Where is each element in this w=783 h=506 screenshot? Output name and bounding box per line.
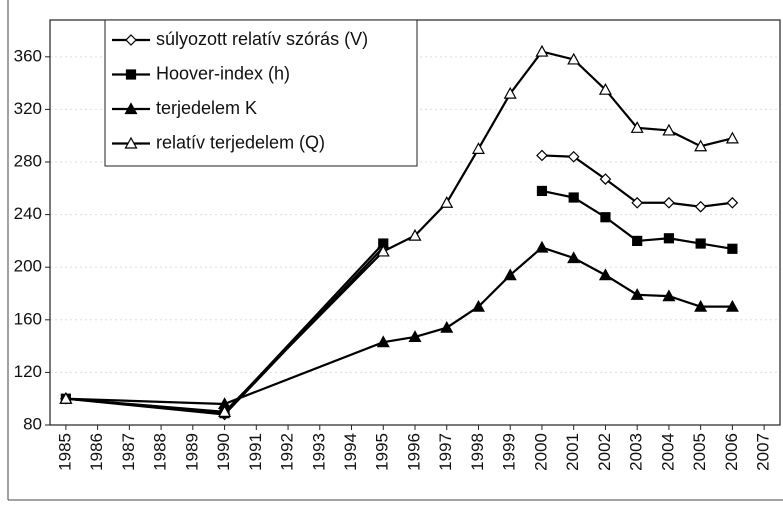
marker — [376, 335, 390, 348]
marker — [408, 330, 422, 342]
marker — [535, 44, 549, 57]
marker — [630, 121, 644, 133]
marker — [694, 299, 708, 312]
x-tick-label: 1986 — [87, 433, 106, 471]
marker — [630, 288, 644, 300]
marker — [536, 149, 548, 162]
marker — [631, 196, 644, 209]
x-tick-label: 2005 — [690, 433, 709, 471]
marker — [567, 52, 581, 65]
series-line — [65, 246, 733, 406]
x-tick-label: 1989 — [182, 433, 201, 471]
x-tick-label: 1995 — [373, 433, 392, 471]
marker — [727, 243, 738, 254]
marker — [600, 212, 611, 223]
x-tick-label: 1993 — [309, 433, 328, 471]
x-tick-label: 2000 — [531, 433, 550, 471]
marker — [662, 123, 676, 136]
marker — [471, 142, 485, 154]
x-tick-label: 1990 — [214, 433, 233, 471]
marker — [440, 196, 454, 208]
marker — [376, 244, 390, 257]
y-tick-label: 200 — [14, 257, 42, 276]
marker — [695, 238, 706, 249]
x-tick-label: 1996 — [404, 433, 423, 471]
x-tick-label: 2001 — [563, 433, 582, 471]
marker — [125, 34, 137, 46]
plot — [59, 44, 739, 421]
x-tick-label: 1994 — [341, 433, 360, 471]
x-tick-label: 2004 — [658, 433, 677, 471]
marker — [124, 102, 138, 115]
x-tick-label: 2007 — [754, 433, 773, 471]
marker — [599, 173, 612, 185]
marker — [694, 139, 708, 152]
y-tick-label: 320 — [14, 99, 42, 118]
series-line — [65, 50, 733, 413]
x-tick-label: 2006 — [722, 433, 741, 471]
y-tick-label: 360 — [14, 46, 42, 65]
marker — [503, 268, 517, 281]
legend: súlyozott relatív szórás (V) Hoover-index… — [112, 29, 368, 152]
marker — [59, 391, 73, 404]
marker — [124, 136, 138, 149]
marker — [408, 228, 422, 241]
marker — [694, 200, 707, 213]
x-tick-label: 1988 — [151, 433, 170, 471]
marker — [598, 82, 612, 95]
marker — [568, 192, 579, 203]
marker — [663, 233, 675, 244]
marker — [726, 196, 739, 209]
marker — [218, 405, 232, 417]
y-tick-label: 80 — [23, 414, 42, 433]
marker — [725, 131, 739, 144]
series-line — [65, 189, 733, 415]
legend-label: Hoover-index (h) — [156, 63, 290, 83]
y-tick-label: 120 — [14, 362, 42, 381]
x-tick-label: 2003 — [627, 433, 646, 471]
marker — [535, 240, 549, 253]
legend-label: súlyozott relatív szórás (V) — [156, 29, 368, 49]
y-tick-label: 160 — [14, 309, 42, 328]
legend-label: relatív terjedelem (Q) — [156, 132, 325, 152]
series-line — [65, 154, 733, 416]
marker — [567, 251, 581, 264]
x-tick-label: 1999 — [500, 433, 519, 471]
x-tick-label: 1987 — [119, 433, 138, 471]
marker — [440, 320, 454, 333]
marker — [125, 69, 137, 80]
marker — [471, 299, 485, 312]
x-tick-label: 1985 — [55, 433, 74, 471]
x-tick-label: 2002 — [595, 433, 614, 471]
y-tick-label: 280 — [14, 151, 42, 170]
marker — [725, 299, 739, 312]
marker — [567, 150, 580, 163]
marker — [632, 235, 643, 247]
marker — [663, 196, 675, 209]
marker — [598, 268, 612, 281]
marker — [662, 289, 676, 302]
x-tick-label: 1992 — [278, 433, 297, 471]
y-tick-label: 240 — [14, 204, 42, 223]
x-tick-label: 1997 — [436, 433, 455, 471]
marker — [536, 185, 548, 197]
legend-label: terjedelem K — [156, 98, 257, 118]
x-tick-label: 1991 — [246, 433, 265, 471]
legend-box — [104, 19, 418, 167]
marker — [503, 86, 517, 99]
x-tick-label: 1998 — [468, 433, 487, 471]
